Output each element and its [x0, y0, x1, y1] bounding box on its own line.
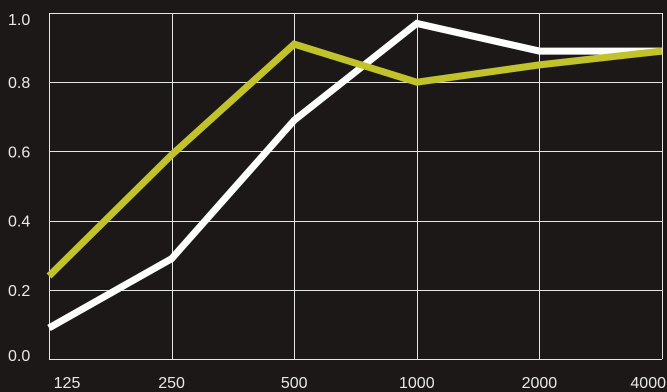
- horizontal-gridlines: [49, 13, 662, 360]
- y-tick-label: 0.8: [8, 75, 30, 92]
- y-tick-label: 0.6: [8, 144, 30, 161]
- y-tick-label: 0.2: [8, 283, 30, 300]
- x-tick-label: 125: [54, 375, 81, 392]
- y-tick-label: 0.4: [8, 214, 30, 231]
- vertical-gridlines: [49, 13, 663, 359]
- x-tick-label: 2000: [522, 375, 558, 392]
- x-tick-label: 1000: [399, 375, 435, 392]
- x-tick-label: 250: [158, 375, 185, 392]
- series-line-1: [47, 19, 662, 331]
- y-axis-tick-labels: 0.0 0.2 0.4 0.6 0.8 1.0: [8, 12, 30, 365]
- x-tick-label: 500: [281, 375, 308, 392]
- y-tick-label: 0.0: [8, 348, 30, 365]
- y-tick-label: 1.0: [8, 12, 30, 29]
- series-line-2: [46, 40, 663, 279]
- series-lines: [46, 19, 663, 331]
- x-tick-label: 4000: [630, 375, 666, 392]
- x-axis-tick-labels: 125 250 500 1000 2000 4000: [54, 375, 666, 392]
